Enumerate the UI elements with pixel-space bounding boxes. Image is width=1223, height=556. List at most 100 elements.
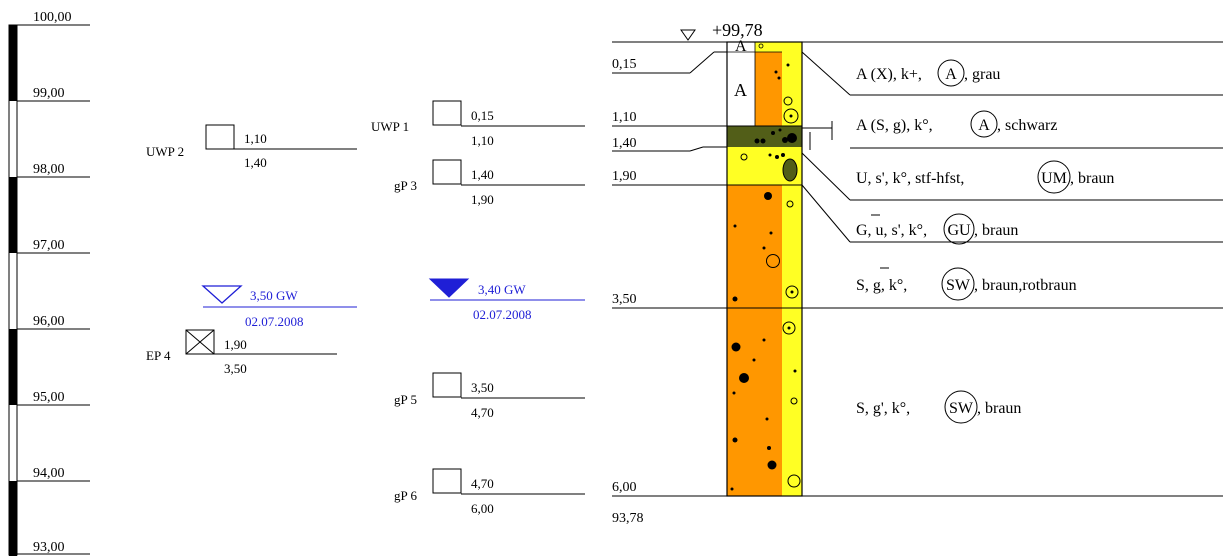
sample-top-depth: 1,90 (224, 337, 247, 352)
sample-bottom-depth: 4,70 (471, 405, 494, 420)
layer-fill-orange (770, 52, 782, 126)
sample-uwp1: UWP 1 0,15 1,10 (371, 100, 585, 148)
soil-group-circle (944, 390, 978, 424)
fill-label: A (734, 80, 747, 100)
scale-tick-label: 94,00 (33, 466, 65, 481)
cobble-symbol (782, 158, 798, 182)
gravel-dot (787, 326, 791, 330)
sample-uwp2: UWP 2 1,10 1,40 (146, 124, 357, 170)
gravel-dot (754, 138, 760, 144)
gravel-dot (783, 96, 793, 106)
depth-leader (689, 51, 715, 74)
layer-description: S, g, k°, SW , braun,rotbraun (856, 267, 1077, 301)
top-elevation: +99,78 (712, 20, 763, 40)
gravel-dot (764, 192, 772, 200)
gravel-dot (760, 138, 766, 144)
layer-depth: 6,00 (612, 480, 637, 495)
gravel-dot (771, 131, 775, 135)
cobble-symbol (783, 108, 799, 124)
gravel-dot (733, 224, 737, 228)
sample-name: gP 6 (394, 488, 417, 503)
gravel-dot (762, 338, 766, 342)
gravel-dot (782, 137, 788, 143)
scale-tick-label: 95,00 (33, 390, 65, 405)
sample-box-icon (432, 159, 462, 185)
gravel-dot (768, 153, 772, 157)
scale-tick-label: 93,00 (33, 540, 65, 555)
layer-description: A (S, g), k°, A , schwarz (856, 110, 1057, 138)
soil-group-code: SW (946, 277, 971, 294)
sample-bottom-depth: 6,00 (471, 501, 494, 516)
layer-depth: 0,15 (612, 57, 637, 72)
gravel-dot (731, 342, 741, 352)
sample-ep4: EP 4 1,90 3,50 (146, 329, 337, 376)
layer-description-suffix: , braun (1070, 170, 1114, 187)
gravel-dot (752, 358, 756, 362)
layer-description: U, s', k°, stf-hfst, UM , braun (856, 160, 1114, 194)
sample-bottom-depth: 1,10 (471, 133, 494, 148)
cobble-symbol (782, 321, 796, 335)
borehole-profile: +99,78 A A (612, 20, 1223, 526)
groundwater-depth: 3,40 GW (478, 282, 526, 297)
gravel-dot (777, 76, 781, 80)
groundwater-left: 3,50 GW 02.07.2008 (201, 285, 357, 329)
scale-bar-segment (9, 481, 17, 556)
gravel-dot (786, 63, 790, 67)
layer-description: A (X), k+, A , grau (856, 59, 1000, 87)
description-leader (801, 184, 851, 243)
gravel-dot (767, 460, 777, 470)
gravel-dot (762, 246, 766, 250)
description-leader (801, 152, 851, 201)
layer-depth: 1,90 (612, 169, 637, 184)
sample-bottom-depth: 3,50 (224, 361, 247, 376)
scale-tick-label: 96,00 (33, 314, 65, 329)
layer-description: S, g', k°, SW , braun (856, 390, 1021, 424)
sample-box-icon (432, 100, 462, 126)
layer-description-suffix: , braun (974, 222, 1018, 239)
scale-bar-segment (9, 329, 17, 405)
scale-bar-segment (9, 177, 17, 253)
gravel-dot (730, 487, 734, 491)
gravel-dot (790, 290, 794, 294)
scale-tick-label: 99,00 (33, 86, 65, 101)
gravel-dot (740, 153, 748, 161)
sample-name: UWP 2 (146, 144, 184, 159)
scale-tick-label: 100,00 (33, 10, 72, 25)
sample-top-depth: 4,70 (471, 476, 494, 491)
bottom-elevation: 93,78 (612, 511, 644, 526)
sample-top-depth: 1,40 (471, 167, 494, 182)
layer-description-text: S, g', k°, (856, 400, 910, 417)
layer-fill-yellow (755, 42, 782, 52)
sample-top-depth: 0,15 (471, 108, 494, 123)
open-triangle-icon (201, 285, 243, 304)
gravel-dot (732, 391, 736, 395)
layer-description-text: A (S, g), k°, (856, 117, 933, 134)
soil-group-code: A (978, 117, 990, 134)
layer-description-suffix: , braun,rotbraun (974, 277, 1077, 294)
layer-fill-yellow (782, 185, 802, 496)
soil-group-code: A (945, 66, 957, 83)
sample-name: gP 3 (394, 178, 417, 193)
gravel-dot (787, 133, 797, 143)
cobble-symbol (787, 474, 801, 488)
cobble-symbol (766, 254, 780, 268)
gravel-dot (789, 114, 793, 118)
scale-bar-segment (9, 25, 17, 101)
layer-description-text: S, g, k°, (856, 277, 907, 294)
soil-group-circle (937, 59, 965, 87)
sample-box-icon (205, 124, 235, 150)
gravel-dot (781, 153, 785, 157)
sample-bottom-depth: 1,90 (471, 192, 494, 207)
scale-tick-label: 97,00 (33, 238, 65, 253)
gravel-dot (778, 128, 782, 132)
gravel-dot (786, 200, 794, 208)
groundwater-mid: 3,40 GW 02.07.2008 (428, 278, 585, 322)
scale-bar-frame (8, 24, 18, 556)
gravel-dot (732, 296, 738, 302)
soil-group-circle (970, 110, 998, 138)
open-triangle-icon (680, 29, 696, 41)
fill-label: A (735, 38, 747, 55)
sample-gp6: gP 6 4,70 6,00 (394, 468, 585, 516)
soil-group-code: SW (949, 400, 974, 417)
